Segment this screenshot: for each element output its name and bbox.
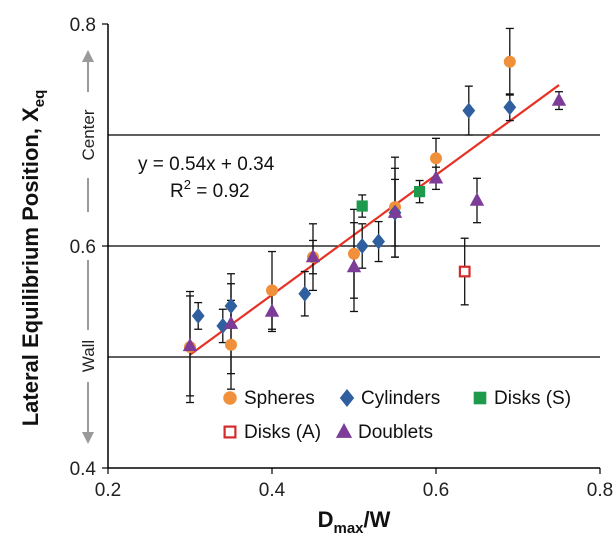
wall-arrow-head	[82, 432, 94, 444]
x-tick-label: 0.2	[95, 480, 121, 501]
cylinders-point	[355, 238, 369, 254]
axis-labels: Dmax/W Lateral Equilibrium Position, Xeq	[18, 90, 391, 537]
center-wall-indicator: Center Wall	[79, 50, 98, 444]
disks-s-point	[356, 200, 368, 212]
legend-spheres-label: Spheres	[244, 388, 315, 409]
doublets-point	[182, 337, 198, 352]
fit-r-squared: R2 = 0.92	[170, 177, 250, 202]
legend-disks-a-label: Disks (A)	[244, 422, 321, 443]
legend-disks-a-marker	[223, 425, 237, 439]
doublets-point	[387, 204, 403, 218]
cylinders-point	[372, 233, 385, 250]
doublets-point	[264, 303, 280, 317]
spheres-point	[503, 55, 516, 68]
error-bars	[186, 27, 563, 404]
legend-spheres-marker	[223, 391, 237, 405]
doublets-point	[346, 259, 362, 273]
doublets-point	[469, 192, 485, 206]
y-tick-label: 0.4	[70, 459, 97, 480]
cylinders-point	[216, 317, 230, 334]
spheres-point	[266, 284, 278, 297]
cylinders-point	[191, 307, 205, 324]
axis-ticks: 0.2 0.4 0.6 0.80.40.60.8	[70, 15, 614, 501]
x-tick-label: 0.4	[259, 480, 286, 501]
legend-disks-s-marker	[473, 391, 487, 405]
y-tick-label: 0.8	[70, 15, 96, 36]
disks-s-point	[414, 186, 426, 198]
x-tick-label: 0.8	[587, 480, 613, 501]
legend-doublets-marker	[335, 423, 353, 438]
y-axis-label: Lateral Equilibrium Position, Xeq	[18, 90, 48, 427]
side-label-wall: Wall	[79, 340, 98, 372]
spheres-point	[348, 247, 360, 260]
y-tick-label: 0.6	[70, 237, 96, 258]
legend-doublets-label: Doublets	[358, 422, 433, 443]
legend-disks-s-label: Disks (S)	[494, 388, 571, 409]
center-arrow-head	[82, 50, 94, 62]
doublets-point	[551, 92, 567, 106]
doublets-point	[305, 249, 321, 263]
cylinders-point	[298, 285, 312, 302]
doublets-point	[223, 315, 239, 329]
fit-line	[189, 84, 560, 356]
cylinders-point	[503, 99, 517, 116]
fit-equation: y = 0.54x + 0.34	[138, 154, 275, 175]
fit-line-segment	[189, 84, 560, 356]
cylinders-point	[224, 297, 238, 314]
legend-cylinders-label: Cylinders	[361, 388, 440, 409]
cylinders-point	[462, 102, 476, 119]
side-label-center: Center	[79, 109, 98, 160]
x-axis-label: Dmax/W	[318, 507, 391, 537]
spheres-point	[430, 152, 442, 165]
spheres-point	[225, 338, 237, 351]
disks-a-point	[458, 265, 471, 278]
legend: Spheres Cylinders Disks (S) Disks (A) Double…	[223, 388, 571, 443]
x-tick-label: 0.6	[423, 480, 449, 501]
fit-annotation: y = 0.54x + 0.34 R2 = 0.92	[138, 154, 275, 202]
data-points	[182, 55, 567, 354]
legend-cylinders-marker	[339, 389, 355, 407]
doublets-point	[428, 170, 444, 184]
